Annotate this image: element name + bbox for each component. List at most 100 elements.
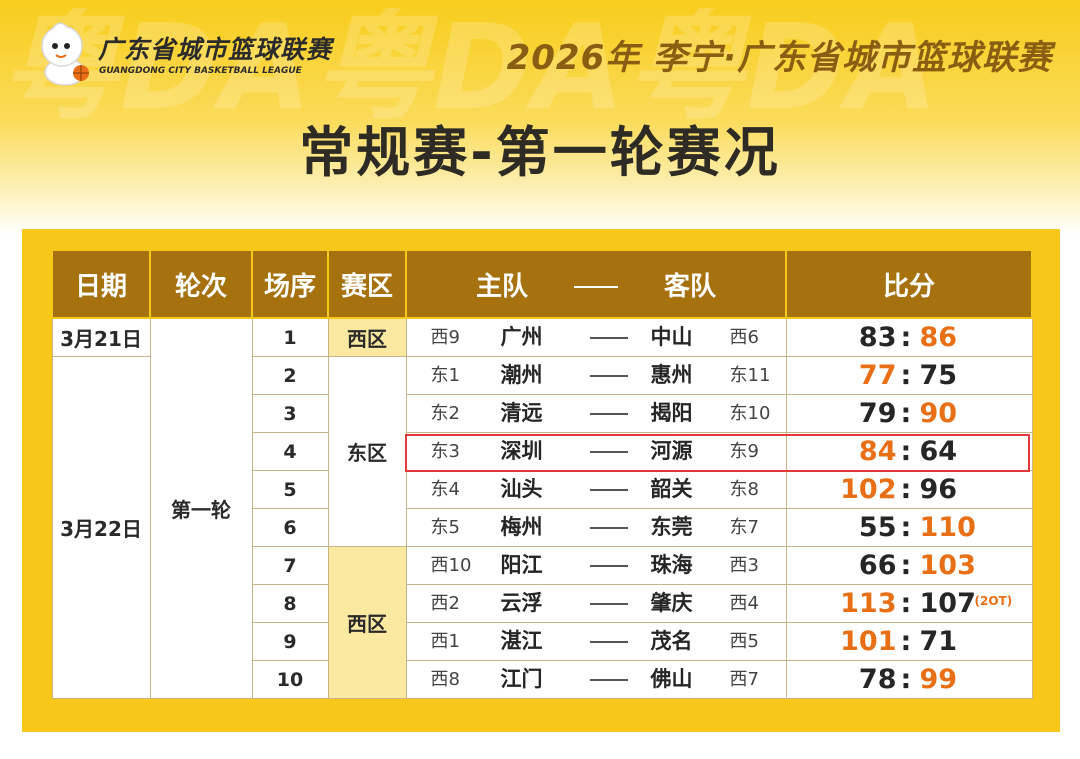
logo-text-en: GUANGDONG CITY BASKETBALL LEAGUE (99, 66, 302, 76)
table-row: 3 东2 清远 揭阳 东10 79:90 (52, 394, 1033, 433)
home-rank: 西10 (430, 555, 472, 576)
matchup-cell: 东1 潮州 惠州 东11 (405, 356, 787, 395)
home-rank: 东5 (430, 517, 460, 538)
versus-dash (589, 375, 628, 377)
home-rank: 东3 (430, 441, 460, 462)
column-header-round: 轮次 (149, 249, 253, 319)
schedule-table: 日期 轮次 场序 赛区 主队 客队 比分 3月21日 第一轮 1 西区 西9 广州 中山 西6 8… (51, 249, 1033, 699)
home-score: 102 (840, 474, 897, 505)
score: 84:64 (787, 433, 1032, 470)
home-rank: 西2 (430, 593, 460, 614)
page-title: 常规赛-第一轮赛况 (299, 121, 781, 184)
home-team: 阳江 (500, 553, 543, 577)
table-row: 3月22日 2 东区 东1 潮州 惠州 东11 77:75 (51, 356, 1033, 699)
away-team: 东莞 (650, 515, 693, 539)
score-colon: : (900, 664, 912, 695)
column-header-home: 主队 (475, 271, 528, 302)
away-score: 107 (919, 588, 976, 619)
away-rank: 西4 (729, 593, 759, 614)
mascot-icon (41, 22, 89, 86)
away-score: 99 (919, 664, 958, 695)
score-cell: 79:90 (785, 394, 1033, 433)
away-team: 珠海 (650, 553, 693, 577)
matchup-cell: 西1 湛江 茂名 西5 (405, 622, 787, 661)
home-rank: 东2 (430, 403, 460, 424)
zone-cell: 西区 (327, 546, 407, 699)
score-cell: 83:86 (785, 317, 1033, 357)
score: 77:75 (787, 357, 1032, 394)
away-team: 揭阳 (650, 401, 693, 425)
versus-dash (589, 603, 628, 605)
away-score: 64 (919, 436, 958, 467)
away-rank: 西5 (729, 631, 759, 652)
matchup-cell: 东5 梅州 东莞 东7 (405, 508, 787, 547)
away-score: 110 (919, 512, 976, 543)
home-score: 101 (840, 626, 897, 657)
versus-dash (589, 337, 628, 339)
table-row: 7 西区 西10 阳江 珠海 西3 66:103 (52, 546, 1033, 699)
column-header-away: 客队 (664, 271, 717, 302)
versus-dash (589, 679, 628, 681)
away-rank: 东11 (729, 365, 771, 386)
score-cell: 66:103 (785, 546, 1033, 585)
match-order-cell: 6 (251, 508, 329, 547)
versus-dash (589, 641, 628, 643)
round-cell: 第一轮 (149, 317, 253, 699)
away-score: 75 (919, 360, 958, 391)
away-rank: 东10 (729, 403, 771, 424)
table-body: 3月21日 第一轮 1 西区 西9 广州 中山 西6 83:86 3月22日 2 东区 东1 潮州 惠州 东1… (51, 317, 1033, 699)
score-colon: : (900, 436, 912, 467)
home-rank: 东4 (430, 479, 460, 500)
versus-dash (589, 413, 628, 415)
home-rank: 西9 (430, 327, 460, 348)
match-order-cell: 2 (251, 356, 329, 395)
score-colon: : (900, 474, 912, 505)
score-colon: : (900, 512, 912, 543)
home-team: 云浮 (500, 591, 543, 615)
away-team: 韶关 (650, 477, 693, 501)
away-rank: 西6 (729, 327, 759, 348)
table-row: 6 东5 梅州 东莞 东7 55:110 (52, 508, 1033, 547)
matchup-cell: 西9 广州 中山 西6 (405, 317, 787, 357)
home-team: 湛江 (500, 629, 543, 653)
home-score: 83 (858, 322, 897, 353)
home-team: 清远 (500, 401, 543, 425)
table-row: 8 西2 云浮 肇庆 西4 113:107 (2OT) (52, 584, 1033, 623)
away-rank: 东9 (729, 441, 759, 462)
away-rank: 东8 (729, 479, 759, 500)
home-rank: 西8 (430, 669, 460, 690)
score-cell: 84:64 (785, 432, 1033, 471)
away-score: 103 (919, 550, 976, 581)
match-order-cell: 10 (251, 660, 329, 699)
score-colon: : (900, 550, 912, 581)
column-header-score: 比分 (785, 249, 1033, 319)
matchup: 西2 云浮 肇庆 西4 (407, 585, 786, 622)
score-colon: : (900, 588, 912, 619)
score-note: (2OT) (974, 594, 1013, 608)
score-colon: : (900, 398, 912, 429)
home-team: 梅州 (500, 515, 543, 539)
league-logo: 广东省城市篮球联赛 GUANGDONG CITY BASKETBALL LEAG… (34, 20, 331, 88)
home-score: 113 (840, 588, 897, 619)
matchup: 东2 清远 揭阳 东10 (407, 395, 786, 432)
matchup: 东1 潮州 惠州 东11 (407, 357, 786, 394)
home-team: 深圳 (500, 439, 543, 463)
matchup: 东5 梅州 东莞 东7 (407, 509, 786, 546)
away-rank: 西3 (729, 555, 759, 576)
match-order-cell: 4 (251, 432, 329, 471)
match-order-cell: 5 (251, 470, 329, 509)
event-title: 2026年 李宁·广东省城市篮球联赛 (506, 38, 1052, 78)
table-row: 9 西1 湛江 茂名 西5 101:71 (52, 622, 1033, 661)
home-score: 78 (858, 664, 897, 695)
table-row: 5 东4 汕头 韶关 东8 102:96 (52, 470, 1033, 509)
score: 79:90 (787, 395, 1032, 432)
match-order-cell: 7 (251, 546, 329, 585)
table-row: 10 西8 江门 佛山 西7 78:99 (52, 660, 1033, 699)
versus-dash (589, 527, 628, 529)
away-score: 71 (919, 626, 958, 657)
score-cell: 113:107 (2OT) (785, 584, 1033, 623)
score: 101:71 (787, 623, 1032, 660)
date-cell: 3月22日 (51, 356, 151, 699)
away-rank: 西7 (729, 669, 759, 690)
table-header-row: 日期 轮次 场序 赛区 主队 客队 比分 (51, 249, 1033, 319)
